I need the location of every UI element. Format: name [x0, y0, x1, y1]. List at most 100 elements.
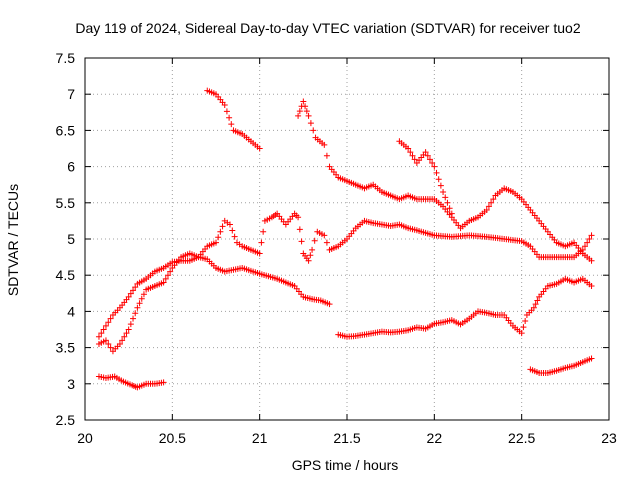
data-point	[296, 226, 303, 233]
data-point	[296, 108, 303, 115]
data-point	[584, 239, 591, 246]
data-point	[326, 301, 333, 308]
data-point	[444, 199, 451, 206]
x-tick-label: 22.5	[508, 430, 535, 446]
data-point	[121, 333, 128, 340]
data-point	[534, 297, 541, 304]
x-tick-label: 21.5	[333, 430, 360, 446]
data-point	[105, 319, 112, 326]
data-point	[520, 324, 527, 331]
data-point	[160, 279, 167, 286]
data-point	[302, 103, 309, 110]
y-tick-label: 4.5	[56, 267, 76, 283]
data-point	[303, 108, 310, 115]
y-tick-label: 5	[67, 231, 75, 247]
data-point	[422, 149, 429, 156]
y-tick-label: 6.5	[56, 122, 76, 138]
x-tick-label: 20	[77, 430, 93, 446]
data-point	[95, 333, 102, 340]
data-point	[588, 232, 595, 239]
data-point	[424, 152, 431, 159]
data-point	[102, 337, 109, 344]
series-8	[527, 355, 595, 376]
data-point	[300, 98, 307, 105]
data-point	[305, 112, 312, 119]
data-point	[256, 145, 263, 152]
data-point	[98, 330, 105, 337]
data-point	[295, 112, 302, 119]
y-tick-label: 3.5	[56, 340, 76, 356]
x-axis: 20 20.5 21 21.5 22 22.5 23	[77, 58, 617, 446]
data-point	[123, 330, 130, 337]
data-point	[522, 318, 529, 325]
data-point	[132, 284, 139, 291]
data-point	[125, 293, 132, 300]
data-point	[215, 234, 222, 241]
data-point	[433, 169, 440, 176]
data-point	[140, 291, 147, 298]
data-point	[217, 228, 224, 235]
data-point	[429, 159, 436, 166]
data-point	[258, 239, 265, 246]
series-6	[396, 138, 455, 217]
y-tick-label: 7.5	[56, 50, 76, 66]
series-2	[95, 250, 333, 355]
data-point	[213, 239, 219, 246]
data-point	[518, 330, 525, 337]
data-point	[307, 120, 314, 127]
data-point	[323, 152, 330, 159]
data-point	[136, 300, 143, 307]
y-axis-label: SDTVAR / TECUs	[5, 184, 21, 296]
data-point	[588, 257, 595, 264]
x-axis-label: GPS time / hours	[292, 457, 399, 473]
data-point	[132, 310, 139, 317]
data-point	[223, 108, 230, 115]
data-point	[226, 221, 233, 228]
data-point	[119, 337, 126, 344]
data-point	[228, 121, 235, 128]
data-point	[310, 127, 317, 134]
data-point	[162, 275, 169, 282]
data-point	[530, 304, 537, 311]
data-point	[134, 304, 141, 311]
series-5	[295, 98, 595, 264]
data-point	[107, 344, 114, 351]
data-point	[167, 268, 174, 275]
data-markers	[95, 87, 595, 391]
data-point	[256, 250, 263, 257]
data-point	[102, 322, 109, 329]
y-tick-label: 5.5	[56, 195, 76, 211]
data-point	[130, 315, 137, 322]
x-tick-label: 22	[427, 430, 443, 446]
data-point	[298, 238, 305, 245]
data-point	[226, 114, 233, 121]
data-point	[295, 214, 302, 221]
data-point	[221, 102, 228, 109]
y-tick-label: 4	[67, 303, 75, 319]
data-point	[431, 163, 438, 170]
data-point	[164, 272, 171, 279]
y-axis: 2.5 3 3.5 4 4.5 5 5.5 6 6.5 7 7.5	[56, 50, 609, 428]
data-point	[532, 301, 539, 308]
data-point	[442, 194, 449, 201]
x-tick-label: 20.5	[159, 430, 186, 446]
data-point	[440, 188, 447, 195]
data-point	[321, 232, 328, 239]
data-point	[483, 207, 490, 214]
data-point	[127, 321, 134, 328]
data-point	[229, 227, 236, 234]
data-point	[437, 182, 444, 189]
data-point	[116, 340, 123, 347]
data-point	[588, 355, 595, 362]
series-4	[204, 87, 263, 152]
data-point	[305, 257, 312, 264]
chart-title: Day 119 of 2024, Sidereal Day-to-day VTE…	[75, 20, 580, 36]
data-point	[405, 145, 412, 152]
data-point	[323, 239, 330, 246]
data-point	[309, 246, 316, 253]
x-tick-label: 21	[252, 430, 268, 446]
data-point	[586, 236, 593, 242]
data-point	[105, 340, 112, 347]
data-point	[138, 295, 145, 302]
